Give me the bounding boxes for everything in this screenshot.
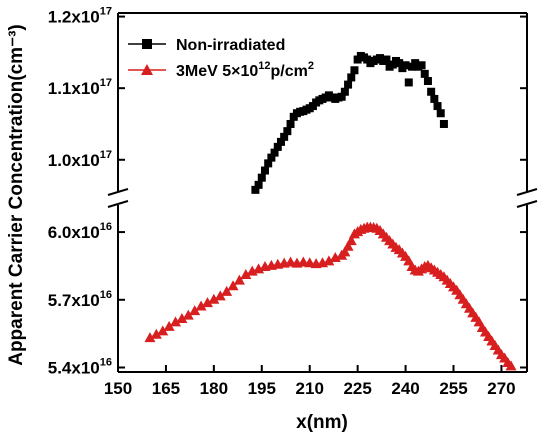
- data-point-non-irradiated: [417, 61, 426, 70]
- data-point-non-irradiated: [436, 109, 445, 118]
- data-point-3mev: [227, 280, 239, 291]
- data-point-non-irradiated: [280, 132, 289, 141]
- x-tick-label: 210: [296, 379, 324, 398]
- data-point-3mev: [208, 293, 220, 304]
- legend-3mev-mid: p/cm: [271, 63, 308, 80]
- data-point-3mev: [150, 328, 162, 339]
- axis-break-right: [516, 188, 538, 208]
- axis-break-left: [107, 188, 129, 208]
- data-point-non-irradiated: [270, 148, 279, 157]
- data-point-non-irradiated: [340, 87, 349, 96]
- x-axis-label: x(nm): [296, 412, 348, 433]
- data-point-non-irradiated: [420, 69, 429, 78]
- data-point-non-irradiated: [423, 77, 432, 86]
- legend-3mev-prefix: 3MeV 5×10: [176, 63, 258, 80]
- y-tick-label: 1.1x1017: [48, 77, 112, 98]
- data-point-3mev: [214, 290, 226, 301]
- data-point-non-irradiated: [260, 166, 269, 175]
- data-point-3mev: [285, 256, 297, 267]
- data-point-3mev: [221, 285, 233, 296]
- data-point-non-irradiated: [439, 119, 448, 128]
- data-point-non-irradiated: [401, 61, 410, 70]
- data-point-3mev: [323, 255, 335, 266]
- x-tick-label: 240: [391, 379, 419, 398]
- data-point-3mev: [170, 316, 182, 327]
- data-point-3mev: [195, 300, 207, 311]
- data-point-non-irradiated: [427, 87, 436, 96]
- legend-label-non-irradiated: Non-irradiated: [176, 37, 285, 54]
- data-point-non-irradiated: [264, 159, 273, 168]
- x-tick-label: 255: [439, 379, 467, 398]
- data-point-non-irradiated: [350, 66, 359, 75]
- data-point-non-irradiated: [430, 94, 439, 103]
- data-point-3mev: [189, 305, 201, 316]
- legend-3mev-exp: 12: [258, 60, 270, 72]
- data-point-3mev: [339, 246, 351, 257]
- data-point-non-irradiated: [267, 153, 276, 162]
- data-point-non-irradiated: [286, 119, 295, 128]
- data-point-non-irradiated: [283, 127, 292, 136]
- data-point-3mev: [345, 235, 357, 246]
- legend: Non-irradiated 3MeV 5×1012p/cm2: [128, 37, 314, 80]
- data-point-3mev: [182, 309, 194, 320]
- data-point-non-irradiated: [382, 55, 391, 64]
- x-tick-label: 150: [104, 379, 132, 398]
- data-point-3mev: [240, 268, 252, 279]
- y-tick-label: 5.7x1016: [48, 289, 112, 310]
- data-point-3mev: [157, 325, 169, 336]
- data-point-3mev: [176, 312, 188, 323]
- data-point-non-irradiated: [395, 59, 404, 68]
- legend-marker-3mev: [141, 64, 153, 75]
- data-point-3mev: [304, 257, 316, 268]
- legend-3mev-exp2: 2: [308, 60, 314, 72]
- y-tick-label: 1.0x1017: [48, 149, 112, 170]
- y-axis-label: Apparent Carrier Concentration(cm⁻³): [6, 24, 27, 366]
- data-point-non-irradiated: [276, 137, 285, 146]
- legend-label-3mev: 3MeV 5×1012p/cm2: [176, 60, 314, 80]
- y-tick-label: 1.2x1017: [48, 6, 112, 27]
- data-point-3mev: [233, 274, 245, 285]
- data-point-non-irradiated: [257, 173, 266, 182]
- x-tick-label: 165: [152, 379, 180, 398]
- data-point-non-irradiated: [347, 73, 356, 82]
- data-point-3mev: [201, 297, 213, 308]
- data-point-non-irradiated: [344, 80, 353, 89]
- data-point-3mev: [342, 240, 354, 251]
- x-tick-label: 180: [200, 379, 228, 398]
- data-point-non-irradiated: [251, 185, 260, 194]
- x-axis-ticks: 150 165 180 195 210 225 240 255 270: [104, 365, 516, 398]
- x-tick-label: 195: [248, 379, 276, 398]
- y-axis-ticks: 1.0x1017 1.1x1017 1.2x1017 5.4x1016 5.7x1016…: [48, 6, 527, 377]
- data-point-non-irradiated: [337, 92, 346, 101]
- data-point-3mev: [505, 360, 517, 371]
- legend-marker-non-irradiated: [142, 39, 152, 49]
- x-tick-label: 270: [487, 379, 515, 398]
- data-point-non-irradiated: [273, 142, 282, 151]
- y-tick-label: 5.4x1016: [48, 356, 112, 377]
- data-point-non-irradiated: [433, 102, 442, 111]
- y-tick-label: 6.0x1016: [48, 221, 112, 242]
- data-point-non-irradiated: [404, 78, 413, 87]
- data-point-non-irradiated: [254, 180, 263, 189]
- x-tick-label: 225: [343, 379, 371, 398]
- data-point-3mev: [163, 320, 175, 331]
- data-point-3mev: [144, 332, 156, 343]
- plot-markers: [144, 51, 517, 371]
